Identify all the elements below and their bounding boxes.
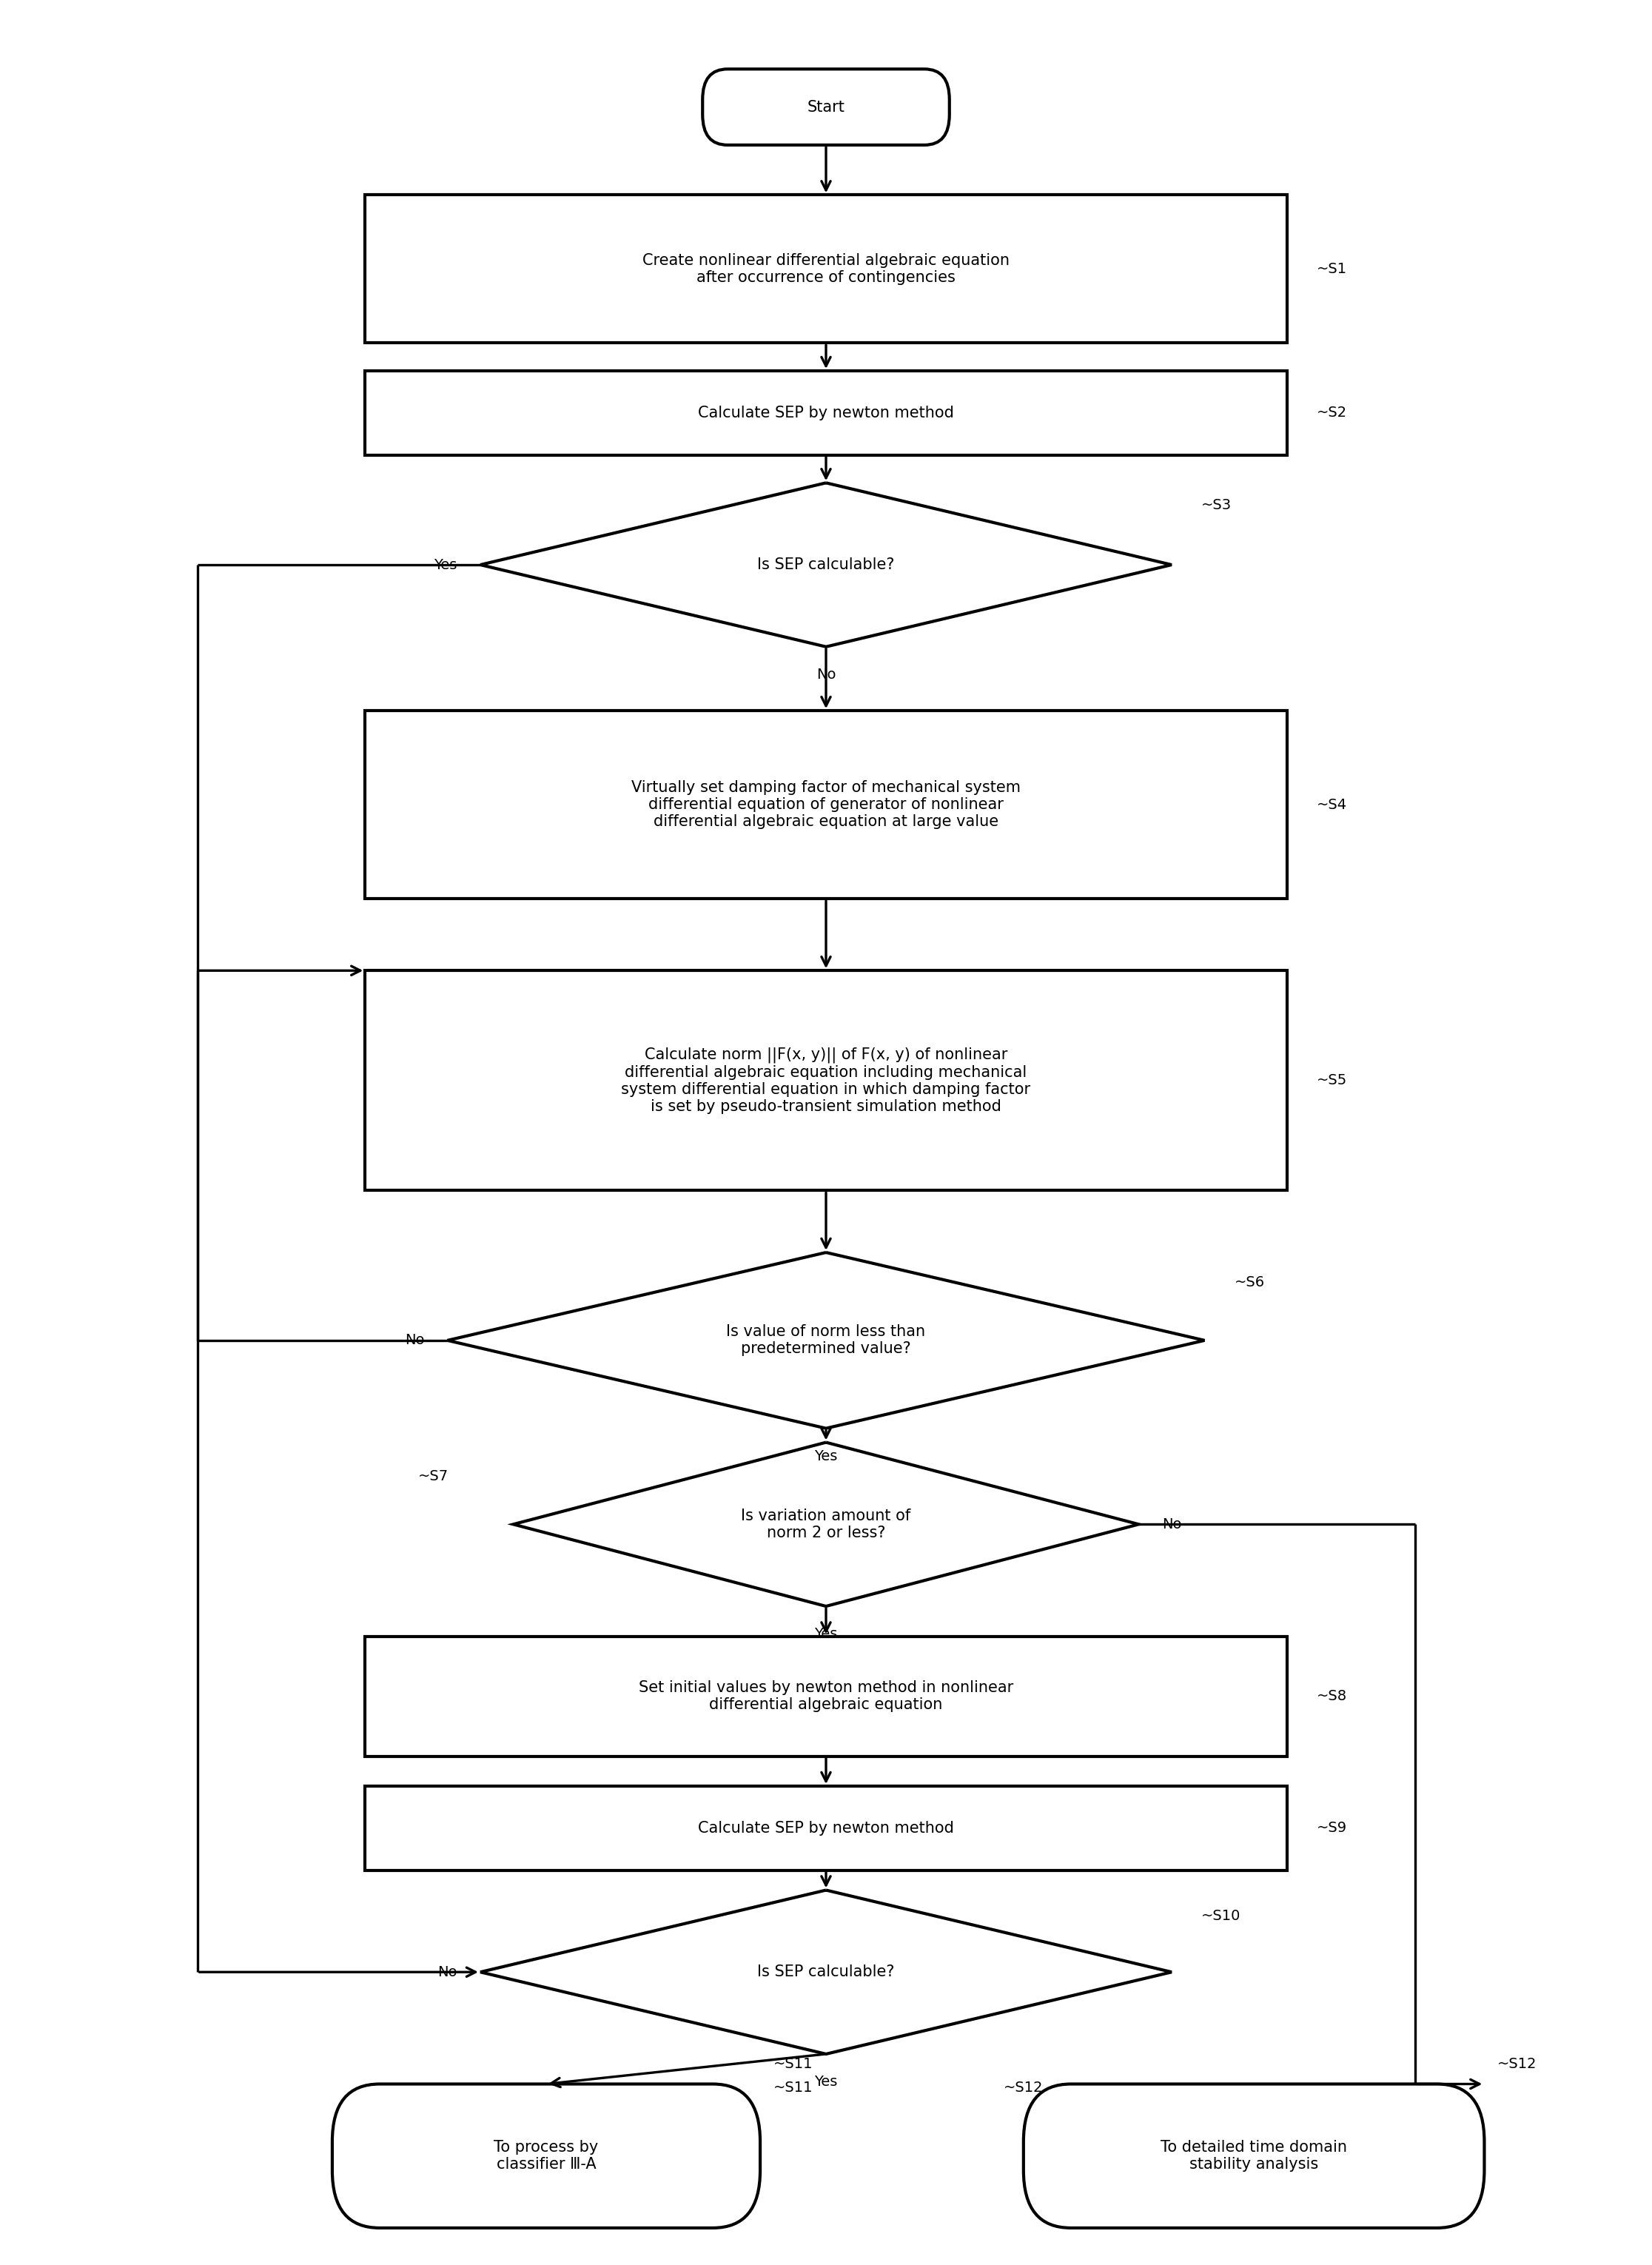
Text: No: No: [816, 668, 836, 682]
Bar: [365, 371, 1287, 455]
Bar: [365, 972, 1287, 1191]
Text: Calculate SEP by newton method: Calculate SEP by newton method: [699, 1821, 953, 1835]
Text: Virtually set damping factor of mechanical system
differential equation of gener: Virtually set damping factor of mechanic…: [631, 779, 1021, 829]
Text: Is SEP calculable?: Is SEP calculable?: [757, 557, 895, 573]
Text: ~S5: ~S5: [1317, 1074, 1346, 1087]
FancyBboxPatch shape: [332, 2084, 760, 2229]
Text: ~S12: ~S12: [1497, 2057, 1536, 2070]
Text: ~S2: ~S2: [1317, 405, 1346, 419]
Text: ~S12: ~S12: [1004, 2082, 1044, 2095]
Text: Start: Start: [808, 100, 844, 116]
Text: Create nonlinear differential algebraic equation
after occurrence of contingenci: Create nonlinear differential algebraic …: [643, 254, 1009, 285]
Bar: [365, 1635, 1287, 1755]
Text: Calculate SEP by newton method: Calculate SEP by newton method: [699, 405, 953, 421]
Polygon shape: [448, 1253, 1204, 1429]
Text: Yes: Yes: [814, 1626, 838, 1642]
Text: To process by
classifier Ⅲ-A: To process by classifier Ⅲ-A: [494, 2140, 598, 2172]
FancyBboxPatch shape: [1024, 2084, 1485, 2229]
Bar: [365, 1787, 1287, 1871]
Text: Yes: Yes: [434, 557, 458, 571]
Text: ~S1: ~S1: [1317, 263, 1346, 276]
Text: ~S11: ~S11: [773, 2082, 813, 2095]
Text: ~S10: ~S10: [1201, 1909, 1241, 1923]
Polygon shape: [481, 1889, 1171, 2054]
Text: Calculate norm ||F(x, y)|| of F(x, y) of nonlinear
differential algebraic equati: Calculate norm ||F(x, y)|| of F(x, y) of…: [621, 1046, 1031, 1114]
Text: ~S9: ~S9: [1317, 1821, 1346, 1835]
Text: ~S4: ~S4: [1317, 797, 1346, 811]
Polygon shape: [481, 482, 1171, 648]
FancyBboxPatch shape: [702, 68, 950, 145]
Bar: [365, 711, 1287, 899]
Text: Is value of norm less than
predetermined value?: Is value of norm less than predetermined…: [727, 1325, 925, 1357]
Text: ~S8: ~S8: [1317, 1690, 1346, 1703]
Bar: [365, 195, 1287, 342]
Text: Yes: Yes: [814, 2075, 838, 2088]
Text: Yes: Yes: [814, 1450, 838, 1463]
Polygon shape: [514, 1443, 1138, 1606]
Text: No: No: [438, 1966, 458, 1980]
Text: ~S11: ~S11: [773, 2057, 813, 2070]
Text: ~S3: ~S3: [1201, 498, 1232, 512]
Text: To detailed time domain
stability analysis: To detailed time domain stability analys…: [1161, 2140, 1346, 2172]
Text: No: No: [1161, 1518, 1181, 1531]
Text: Is SEP calculable?: Is SEP calculable?: [757, 1964, 895, 1980]
Text: ~S6: ~S6: [1234, 1275, 1264, 1289]
Text: No: No: [405, 1334, 425, 1348]
Text: ~S7: ~S7: [418, 1470, 448, 1484]
Text: Set initial values by newton method in nonlinear
differential algebraic equation: Set initial values by newton method in n…: [639, 1681, 1013, 1712]
Text: Is variation amount of
norm 2 or less?: Is variation amount of norm 2 or less?: [742, 1508, 910, 1540]
